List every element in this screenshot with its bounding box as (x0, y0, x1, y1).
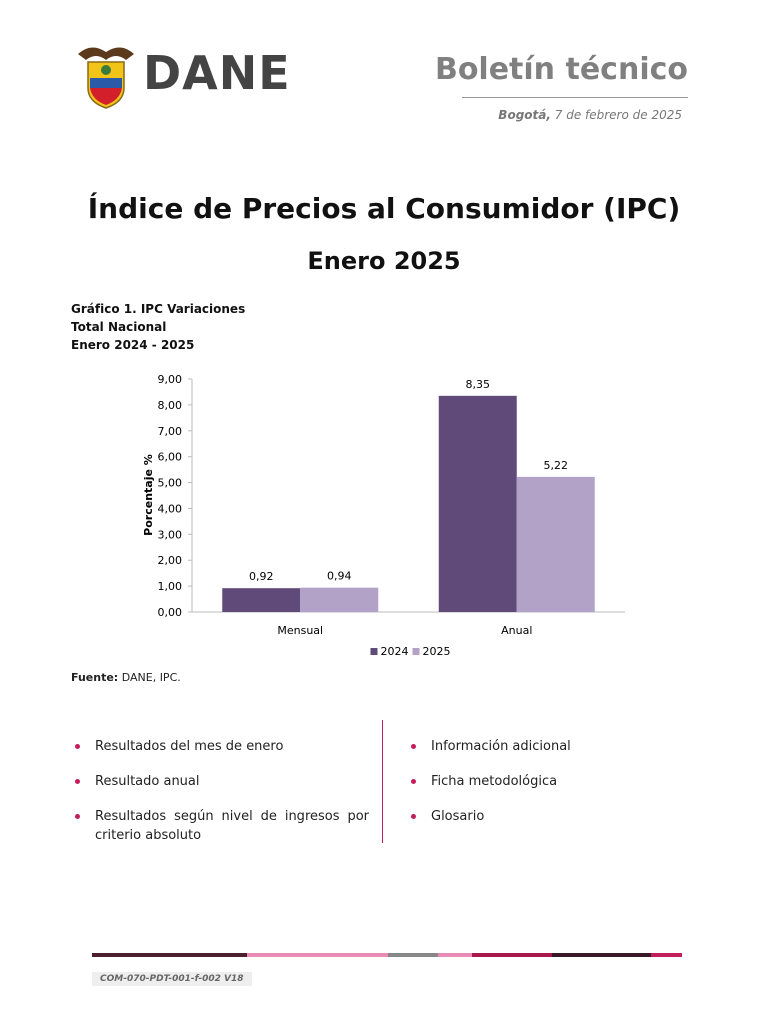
bar (438, 395, 517, 612)
y-tick-label: 9,00 (158, 373, 183, 386)
y-tick-label: 8,00 (158, 399, 183, 412)
subtitle: Enero 2025 (307, 247, 461, 275)
bullet-item: Ficha metodológica (407, 772, 687, 791)
y-tick-label: 0,00 (158, 606, 183, 619)
bullet-item: Resultados según nivel de ingresos por c… (71, 807, 369, 845)
column-divider (382, 720, 383, 843)
y-axis-label: Porcentaje % (142, 454, 155, 536)
y-tick-label: 7,00 (158, 425, 183, 438)
bullet-item: Resultados del mes de enero (71, 737, 369, 756)
bullet-item: Resultado anual (71, 772, 369, 791)
place: Bogotá, (498, 108, 551, 122)
legend-label: 2024 (381, 645, 409, 658)
value-label: 5,22 (544, 459, 569, 472)
legend-swatch (412, 648, 420, 655)
bar (516, 476, 595, 612)
header-title: Boletín técnico (434, 52, 688, 87)
x-tick-label: Anual (501, 624, 532, 637)
footer-bar (92, 953, 682, 957)
logo-text: DANE (143, 46, 291, 100)
footer-code: COM-070-PDT-001-f-002 V18 (92, 972, 252, 986)
bullets-right: Información adicional Ficha metodológica G… (407, 737, 687, 842)
bullet-item: Información adicional (407, 737, 687, 756)
header-rule (462, 97, 688, 98)
chart-title: Enero 2024 - 2025 (71, 338, 195, 352)
header-dateline: Bogotá, 7 de febrero de 2025 (498, 108, 682, 122)
y-tick-label: 2,00 (158, 554, 183, 567)
source-text: DANE, IPC. (121, 671, 181, 684)
y-tick-label: 6,00 (158, 451, 183, 464)
chart-title: Gráfico 1. IPC Variaciones (71, 302, 246, 316)
main-title: Índice de Precios al Consumidor (IPC) (87, 192, 681, 225)
value-label: 0,94 (327, 570, 352, 583)
chart-titles: Gráfico 1. IPC Variaciones Total Naciona… (71, 300, 245, 354)
y-tick-label: 5,00 (158, 477, 183, 490)
bullet-item: Glosario (407, 807, 687, 826)
chart: 0,00 1,00 2,00 3,00 4,00 5,00 6,00 7,00 8,00 9,00… (142, 373, 625, 658)
value-label: 8,35 (466, 378, 491, 391)
logo-emblem (78, 47, 134, 109)
y-tick-label: 1,00 (158, 580, 183, 593)
chart-title: Total Nacional (71, 320, 167, 334)
y-tick-label: 3,00 (158, 528, 183, 541)
source-label: Fuente: (71, 671, 119, 684)
legend-swatch (370, 648, 378, 655)
value-label: 0,92 (249, 570, 274, 583)
bullets-left: Resultados del mes de enero Resultado anu… (71, 737, 369, 861)
legend-label: 2025 (423, 645, 451, 658)
date: 7 de febrero de 2025 (554, 108, 682, 122)
bar (300, 587, 379, 612)
source: Fuente: DANE, IPC. (71, 671, 181, 684)
y-tick-label: 4,00 (158, 502, 183, 515)
bar (222, 588, 301, 612)
x-tick-label: Mensual (277, 624, 323, 637)
